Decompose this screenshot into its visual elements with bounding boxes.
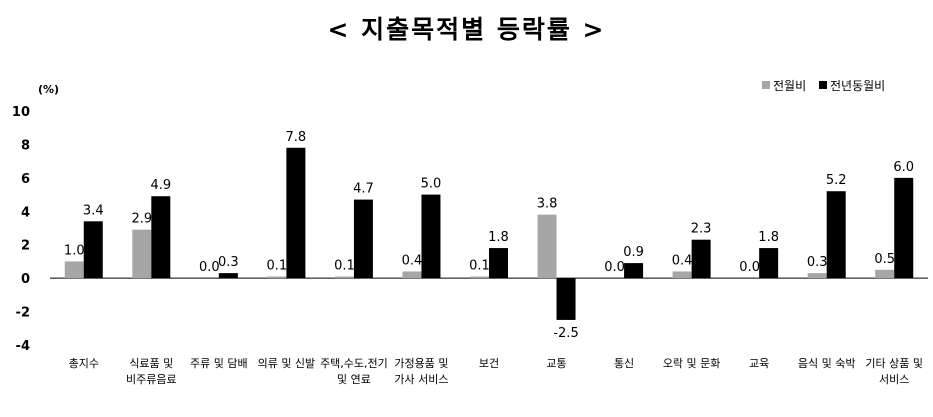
data-label-mom: 0.0 xyxy=(199,260,220,275)
bar-yoy xyxy=(421,194,441,279)
data-label-mom: 0.0 xyxy=(739,260,760,275)
y-tick-label: 8 xyxy=(21,138,30,153)
bar-yoy xyxy=(83,221,103,279)
data-label-mom: 0.3 xyxy=(807,255,828,270)
category-label: 교통 xyxy=(546,357,566,370)
bar-mom xyxy=(537,214,557,279)
data-label-mom: 0.4 xyxy=(402,253,423,268)
bar-yoy xyxy=(624,263,644,279)
data-label-yoy: 5.2 xyxy=(826,173,847,188)
bar-yoy xyxy=(826,191,846,279)
bar-mom xyxy=(132,229,152,279)
y-tick-label: 0 xyxy=(21,272,30,287)
y-tick-label: 6 xyxy=(21,172,30,187)
data-label-yoy: 4.7 xyxy=(353,182,374,197)
data-label-mom: 0.1 xyxy=(267,258,288,273)
data-label-yoy: 4.9 xyxy=(150,178,171,193)
bar-mom xyxy=(875,269,895,279)
y-tick-label: -4 xyxy=(16,339,30,354)
legend-label-mom: 전월비 xyxy=(773,79,806,93)
data-label-mom: 0.1 xyxy=(334,258,355,273)
legend-swatch-yoy xyxy=(819,81,827,89)
data-label-mom: 3.8 xyxy=(537,197,558,212)
bar-yoy xyxy=(489,248,508,279)
bar-mom xyxy=(470,276,489,279)
category-label: 식료품 및 비주류음료 xyxy=(126,357,177,386)
bar-mom xyxy=(334,276,354,279)
data-label-mom: 0.5 xyxy=(874,252,895,267)
bar-yoy xyxy=(691,239,711,279)
data-label-mom: 0.4 xyxy=(672,253,693,268)
data-label-yoy: 6.0 xyxy=(893,160,914,175)
category-label: 기타 상품 및 서비스 xyxy=(865,357,923,386)
y-tick-label: 10 xyxy=(12,105,30,120)
category-label: 주류 및 담배 xyxy=(190,357,248,370)
y-unit-label: (%) xyxy=(38,83,59,96)
data-label-yoy: 1.8 xyxy=(758,230,779,245)
data-label-mom: 1.0 xyxy=(64,243,85,258)
bar-chart: (%) 10 8 6 4 2 0 -2 -4 1.0 3.4 총지수 2.9 4.9 식료품 및 비주류음료… xyxy=(12,79,928,386)
data-label-yoy: 2.3 xyxy=(691,222,712,237)
category-label: 보건 xyxy=(479,357,499,370)
data-label-yoy: 1.8 xyxy=(488,230,509,245)
y-tick-label: 4 xyxy=(21,205,30,220)
bar-mom xyxy=(672,271,692,279)
bar-yoy xyxy=(556,278,576,320)
category-label: 의류 및 신발 xyxy=(258,357,316,370)
category-label: 총지수 xyxy=(69,357,99,370)
chart-area: (%) 10 8 6 4 2 0 -2 -4 1.0 3.4 총지수 2.9 4.9 식료품 및 비주류음료… xyxy=(0,55,933,413)
data-label-yoy: -2.5 xyxy=(553,326,578,341)
y-tick-label: 2 xyxy=(21,239,30,254)
data-label-mom: 0.0 xyxy=(604,260,625,275)
data-label-yoy: 0.9 xyxy=(623,245,644,260)
chart-title: < 지출목적별 등락률 > xyxy=(327,15,606,44)
bar-yoy xyxy=(218,273,238,279)
category-label: 통신 xyxy=(614,357,634,370)
data-label-mom: 0.1 xyxy=(469,258,490,273)
category-label: 교육 xyxy=(749,357,769,370)
category-label: 오락 및 문화 xyxy=(663,357,721,370)
category-label: 가정용품 및 가사 서비스 xyxy=(394,357,448,386)
bar-yoy xyxy=(286,147,306,279)
bar-yoy xyxy=(151,196,171,279)
category-label: 음식 및 숙박 xyxy=(798,357,856,370)
data-label-yoy: 3.4 xyxy=(83,203,104,218)
bar-mom xyxy=(807,273,827,279)
legend-swatch-mom xyxy=(762,81,770,89)
legend-label-yoy: 전년동월비 xyxy=(830,79,885,93)
bar-yoy xyxy=(353,199,373,279)
bar-mom xyxy=(267,276,287,279)
data-label-yoy: 0.3 xyxy=(218,255,239,270)
category-label: 주택,수도,전기 및 연료 xyxy=(320,357,388,386)
bar-yoy xyxy=(894,177,914,279)
bar-mom xyxy=(402,271,422,279)
data-label-yoy: 7.8 xyxy=(286,130,307,145)
data-label-yoy: 5.0 xyxy=(421,177,442,192)
y-tick-label: -2 xyxy=(16,306,30,321)
data-label-mom: 2.9 xyxy=(131,212,152,227)
bar-mom xyxy=(64,261,84,279)
bar-yoy xyxy=(759,248,779,279)
